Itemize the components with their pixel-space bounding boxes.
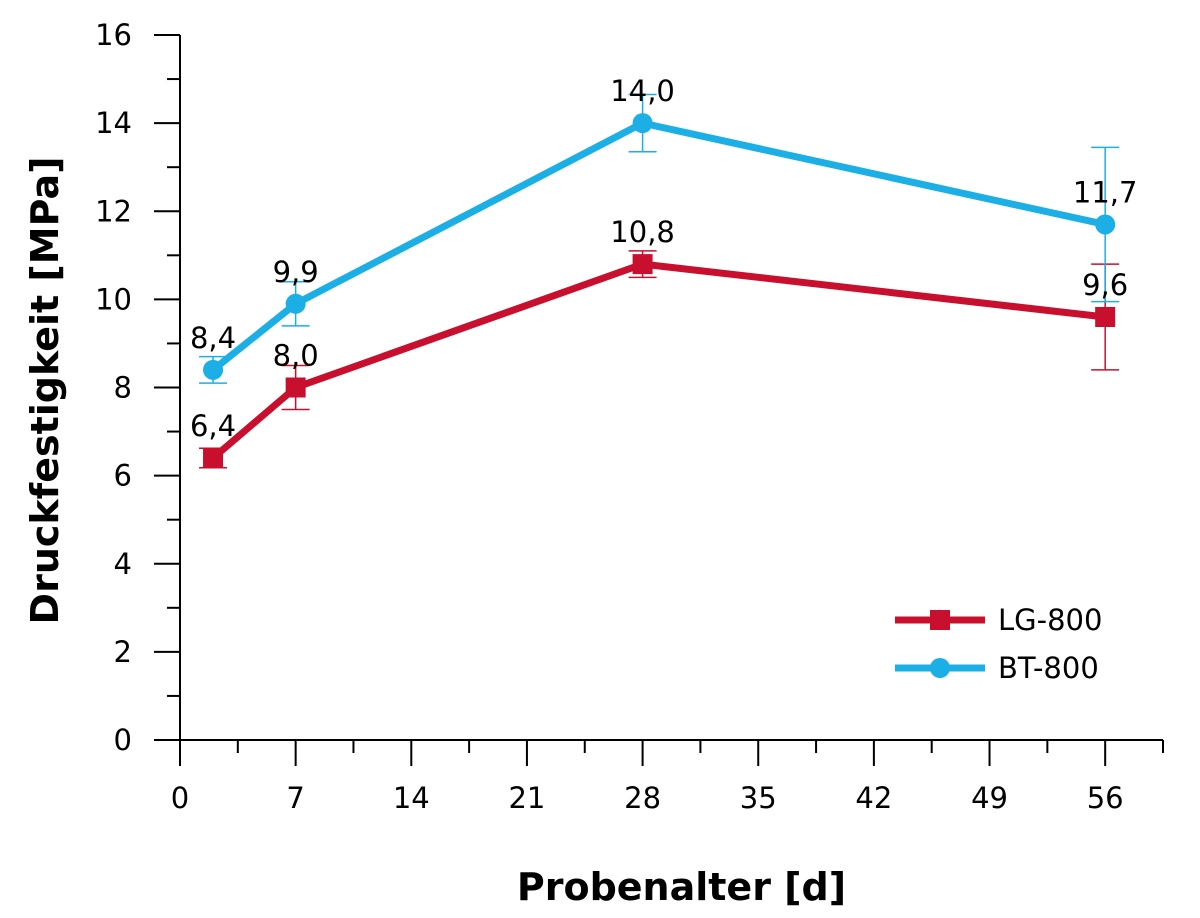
data-point	[285, 377, 306, 398]
y-tick-label: 16	[95, 18, 132, 52]
x-tick-label: 14	[393, 781, 430, 815]
data-point	[203, 448, 224, 468]
legend-label: BT-800	[998, 651, 1099, 685]
data-label: 14,0	[610, 74, 675, 108]
y-tick-label: 2	[114, 635, 132, 669]
x-tick-label: 21	[508, 781, 545, 815]
data-label: 10,8	[610, 215, 675, 249]
data-point	[203, 359, 224, 380]
y-tick-label: 0	[114, 723, 132, 757]
data-point	[632, 113, 653, 134]
series-line	[210, 260, 1106, 461]
data-point	[285, 293, 306, 314]
y-tick-label: 12	[95, 194, 132, 228]
data-point	[1095, 307, 1116, 327]
x-tick-label: 42	[855, 781, 892, 815]
legend-item-bt-800: BT-800	[895, 651, 1099, 685]
legend-item-lg-800: LG-800	[895, 603, 1102, 637]
data-labels: 6,4 8,0 10,8 9,6 8,4 9,9 14,0 11,7	[190, 74, 1137, 443]
legend: LG-800 BT-800	[895, 603, 1102, 685]
legend-marker	[930, 610, 950, 630]
data-label: 8,0	[273, 339, 319, 373]
x-tick-label: 7	[286, 781, 304, 815]
data-point	[632, 254, 653, 275]
x-tick-label: 28	[624, 781, 661, 815]
x-tick-label: 0	[171, 781, 189, 815]
data-point	[1095, 214, 1116, 235]
data-label: 8,4	[190, 321, 236, 355]
y-tick-label: 4	[114, 547, 132, 581]
series-lg-800	[199, 250, 1120, 469]
y-axis-title: Druckfestigkeit [MPa]	[23, 157, 67, 625]
x-tick-label: 49	[971, 781, 1008, 815]
x-tick-label: 35	[740, 781, 777, 815]
y-tick-label: 6	[114, 459, 132, 493]
y-tick-label: 10	[95, 282, 132, 316]
data-label: 11,7	[1073, 175, 1138, 209]
y-tick-label: 8	[114, 371, 132, 405]
legend-label: LG-800	[998, 603, 1102, 637]
series-layer	[199, 93, 1120, 469]
y-tick-label: 14	[95, 106, 132, 140]
x-axis-title: Probenalter [d]	[517, 865, 846, 909]
data-label: 6,4	[190, 409, 236, 443]
data-label: 9,6	[1082, 268, 1128, 302]
series-bt-800	[199, 93, 1120, 384]
legend-marker	[930, 658, 950, 678]
x-tick-label: 56	[1087, 781, 1124, 815]
series-line	[210, 119, 1106, 373]
data-label: 9,9	[273, 255, 319, 289]
axes: 0 2 4 6 8 10 12 14 16 0 7 14 21 28 35 42 49 56	[95, 18, 1164, 815]
